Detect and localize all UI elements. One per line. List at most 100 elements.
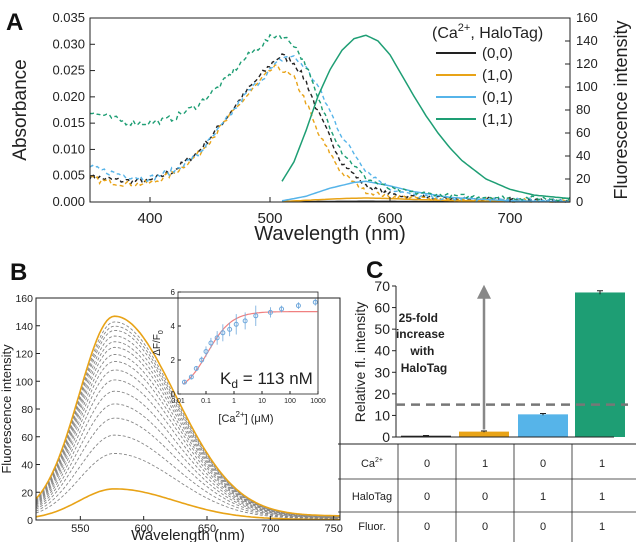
inset-point-9 [233, 321, 239, 327]
titration-curve-13 [35, 329, 340, 517]
a-yleft-label-4: 0.020 [52, 89, 85, 104]
inset-ytick-label-0: 0 [171, 390, 176, 399]
annotation-text: 25-fold increase with HaloTag [396, 311, 448, 375]
b-ytick-label-7: 140 [15, 321, 33, 333]
c-ytick-label-4: 40 [374, 343, 390, 359]
panel-a-y-right-ticks: 0 20 40 60 80 100 120 140 160 [565, 10, 598, 209]
inset-point-6 [214, 335, 220, 341]
panel-c-y-axis-label: Relative fl. intensity [352, 302, 368, 423]
bar-1 [459, 431, 509, 437]
panel-a-x-ticks: 400 500 600 700 [137, 197, 523, 227]
b-ytick-label-4: 80 [21, 404, 33, 416]
inset-xtick-label-1: 0.1 [201, 398, 211, 405]
c-ytick-label-1: 10 [374, 407, 390, 423]
legend-title: (Ca2+, HaloTag) [432, 22, 543, 42]
table-cell-2-2: 0 [540, 521, 546, 533]
c-ytick-label-7: 70 [374, 278, 390, 294]
titration-curve-3 [35, 417, 340, 519]
inset-ytick-label-1: 2 [171, 356, 176, 365]
table-row-label-text-0: Ca [361, 458, 376, 470]
table-cell-0-0: 0 [424, 458, 430, 470]
table-cell-1-0: 0 [424, 491, 430, 503]
inset-point-0 [181, 379, 187, 385]
inset-fit-curve [182, 311, 318, 385]
b-xtick-label-2: 650 [198, 523, 216, 535]
panel-a-y-left-label: Absorbance [10, 59, 31, 160]
panel-b-x-ticks: 550 600 650 700 750 [71, 516, 343, 535]
inset-point-2 [193, 366, 199, 371]
a-yleft-label-7: 0.035 [52, 10, 85, 25]
a-yleft-label-2: 0.010 [52, 141, 85, 156]
inset-y-ticks: 0 2 4 6 [171, 288, 181, 399]
b-ytick-label-6: 120 [15, 349, 33, 361]
inset-frame [177, 291, 319, 395]
c-ytick-label-2: 20 [374, 386, 390, 402]
b-xtick-label-4: 750 [324, 523, 342, 535]
titration-curve-1 [35, 453, 340, 520]
fluorescence-line-2 [281, 180, 571, 203]
inset-point-10 [242, 318, 248, 324]
annotation-line-3: with [409, 344, 434, 358]
a-xtick-label-3: 700 [497, 210, 522, 227]
table-cell-1-3: 1 [599, 491, 605, 503]
table-row-label-text-1: HaloTag [352, 491, 392, 503]
a-yleft-label-5: 0.025 [52, 63, 85, 78]
panel-a-chart: 400 500 600 700 0.0000.0050.0100.0150.0200.… [10, 10, 631, 245]
b-xtick-label-3: 700 [261, 523, 279, 535]
panel-a-legend-items: (0,0) (1,0) (0,1) (1,1) [436, 45, 513, 128]
c-ytick-label-5: 50 [374, 321, 390, 337]
table-row-label-2: Fluor. [358, 521, 386, 533]
table-row-label-text-2: Fluor. [358, 521, 386, 533]
a-yleft-label-1: 0.005 [52, 168, 85, 183]
annotation-line-4: HaloTag [401, 361, 447, 375]
table-cell-1-2: 1 [540, 491, 546, 503]
absorbance-line-1 [89, 64, 571, 203]
a-yleft-label-0: 0.000 [52, 194, 85, 209]
table-cell-0-1: 1 [482, 458, 488, 470]
a-xtick-label-1: 500 [257, 210, 282, 227]
inset-ylabel-pre: ΔF/F [152, 334, 163, 356]
titration-curve-16 [35, 315, 340, 517]
panel-a-x-axis-label: Wavelength (nm) [254, 223, 406, 245]
a-yright-label-3: 60 [576, 125, 590, 140]
table-row-label-1: HaloTag [352, 491, 392, 503]
panel-b-plot-area [35, 315, 340, 521]
inset-ylabel-sub: 0 [158, 330, 165, 334]
absorbance-line-2 [89, 54, 571, 203]
inset-ytick-label-2: 4 [171, 322, 176, 331]
kd-pre: K [220, 369, 232, 388]
a-yright-label-1: 20 [576, 171, 590, 186]
b-ytick-label-8: 160 [15, 293, 33, 305]
table-cell-1-1: 0 [482, 491, 488, 503]
b-ytick-label-5: 100 [15, 376, 33, 388]
kd-annotation: Kd = 113 nM [220, 369, 313, 391]
a-yright-label-4: 80 [576, 102, 590, 117]
inset-y-axis-label: ΔF/F0 [152, 330, 165, 356]
legend-label-3: (1,1) [482, 111, 513, 128]
panel-letter-c: C [366, 257, 383, 284]
a-xtick-label-0: 400 [137, 210, 162, 227]
a-yright-label-5: 100 [576, 79, 598, 94]
inset-point-4 [203, 349, 209, 354]
kd-sub: d [231, 377, 238, 391]
a-yright-label-7: 140 [576, 33, 598, 48]
inset-xlabel-sup: 2+ [236, 410, 245, 419]
inset-point-14 [295, 303, 301, 309]
arrow-head-icon [477, 284, 491, 299]
inset-plot-area [181, 298, 318, 385]
condition-table: Ca2+ 0 1 0 1 HaloTag 0 0 1 1 Fluor. 0 0 0 1 [338, 443, 636, 542]
a-xtick-label-2: 600 [377, 210, 402, 227]
inset-point-1 [188, 374, 194, 380]
bar-0 [401, 435, 451, 437]
legend-title-post: , HaloTag) [470, 25, 543, 42]
b-xtick-label-1: 600 [134, 523, 152, 535]
absorbance-line-3 [89, 33, 571, 202]
annotation-line-1: 25-fold [399, 311, 438, 325]
legend-label-0: (0,0) [482, 45, 513, 62]
inset-point-11 [253, 313, 259, 319]
inset-xtick-label-3: 10 [258, 398, 266, 405]
inset-xlabel-pre: [Ca [218, 413, 236, 425]
